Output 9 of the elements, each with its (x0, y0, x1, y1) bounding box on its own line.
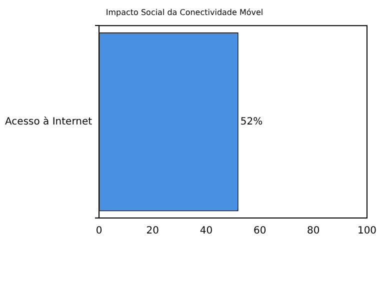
x-tick-label: 80 (307, 226, 320, 237)
data-label: 52% (240, 116, 263, 128)
chart-title: Impacto Social da Conectividade Móvel (106, 8, 264, 17)
y-tick-label: Acesso à Internet (5, 116, 92, 128)
x-tick-label: 60 (253, 226, 266, 237)
x-tick-label: 100 (357, 226, 377, 237)
x-tick-label: 0 (96, 226, 102, 237)
x-tick-label: 40 (200, 226, 213, 237)
x-tick-label: 20 (146, 226, 160, 237)
